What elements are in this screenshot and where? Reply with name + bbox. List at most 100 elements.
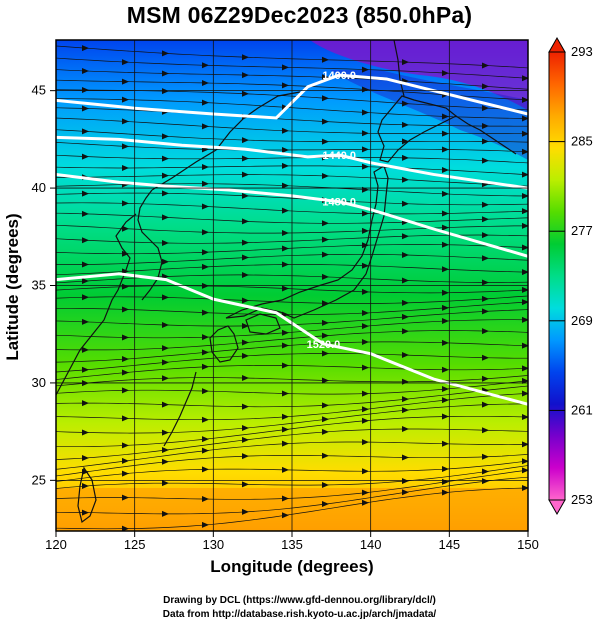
streamline-arrow xyxy=(482,468,489,475)
streamline-arrow xyxy=(242,403,249,410)
contour-label: 1520.0 xyxy=(307,339,341,351)
colorbar-tick-label: 269 xyxy=(571,313,593,328)
streamline-arrow xyxy=(482,295,489,302)
streamline-arrow xyxy=(202,388,209,395)
streamline-arrow xyxy=(122,96,129,103)
coast-kyushu xyxy=(209,325,239,363)
streamline-arrow xyxy=(402,396,409,403)
streamline-arrow xyxy=(402,313,409,320)
streamline-arrow xyxy=(122,78,129,85)
streamline-arrow xyxy=(522,365,528,372)
streamline-arrow xyxy=(522,467,528,474)
streamline-arrow xyxy=(522,244,528,251)
streamline-arrow xyxy=(522,441,528,448)
coast-sakhalin xyxy=(393,40,405,97)
streamline-arrow xyxy=(282,245,289,252)
colorbar-bottom-arrow xyxy=(548,499,566,516)
colorbar-body xyxy=(548,51,566,501)
streamline-arrow xyxy=(322,236,329,243)
streamline-arrow xyxy=(322,350,329,357)
streamline-arrow xyxy=(162,155,169,162)
x-tick-label: 125 xyxy=(124,537,146,552)
streamline-arrow xyxy=(202,99,209,106)
streamline-arrow xyxy=(242,425,249,432)
streamline-arrow xyxy=(402,328,409,335)
streamline-arrow xyxy=(122,457,129,464)
streamline-arrow xyxy=(202,62,209,69)
streamline-arrow xyxy=(242,339,249,346)
streamline-arrow xyxy=(82,87,89,94)
streamline-arrow xyxy=(202,123,209,130)
streamline-arrow xyxy=(282,261,289,268)
streamline-arrow xyxy=(402,352,409,359)
streamline-arrow xyxy=(122,387,129,394)
streamline-arrow xyxy=(122,334,129,341)
streamline-arrow xyxy=(362,288,369,295)
streamline-arrow xyxy=(82,366,89,373)
coast-shikoku xyxy=(245,313,281,335)
streamline-arrow xyxy=(202,180,209,187)
streamline-arrow xyxy=(522,171,528,178)
streamline-arrow xyxy=(122,442,129,449)
streamline-arrow xyxy=(122,525,129,531)
streamline-arrow xyxy=(122,470,129,477)
streamline-arrow xyxy=(442,289,449,296)
streamline-arrow xyxy=(242,297,249,304)
streamline-arrow xyxy=(522,316,528,323)
streamline-arrow xyxy=(282,162,289,169)
streamline-arrow xyxy=(522,414,528,421)
coast-taiwan xyxy=(77,466,97,524)
streamline-arrow xyxy=(282,362,289,369)
streamline-arrow xyxy=(162,401,169,408)
coast-primorye xyxy=(151,91,301,191)
streamline-arrow xyxy=(82,509,89,516)
streamline-arrow xyxy=(522,208,528,215)
streamline-arrow xyxy=(362,468,369,475)
streamline-arrow xyxy=(82,153,89,160)
streamline-arrow xyxy=(82,429,89,436)
streamline-arrow xyxy=(362,499,369,506)
streamline-arrow xyxy=(122,306,129,313)
streamline-arrow xyxy=(242,453,249,460)
streamline-arrow xyxy=(322,377,329,384)
streamline-arrow xyxy=(362,309,369,316)
streamline-arrow xyxy=(482,401,489,408)
streamline-arrow xyxy=(82,482,89,489)
x-tick-label: 120 xyxy=(45,537,67,552)
contour-line xyxy=(56,73,528,120)
streamline-arrow xyxy=(282,285,289,292)
streamline-arrow xyxy=(282,512,289,519)
streamline-arrow xyxy=(322,273,329,280)
streamline-arrow xyxy=(162,214,169,221)
streamline-arrow xyxy=(202,309,209,316)
y-tick-label: 40 xyxy=(32,180,46,195)
streamline-arrow xyxy=(482,255,489,262)
x-tick-label: 150 xyxy=(517,537,539,552)
streamline-arrow xyxy=(482,279,489,286)
streamline-arrow xyxy=(402,59,409,66)
colorbar-tick-label: 253 xyxy=(571,492,593,507)
streamline-arrow xyxy=(322,332,329,339)
streamline-arrow xyxy=(522,130,528,137)
streamline-arrow xyxy=(82,400,89,407)
colorbar-tick-label: 277 xyxy=(571,223,593,238)
x-tick-label: 140 xyxy=(360,537,382,552)
coast-ryukyu xyxy=(163,371,197,447)
streamline-arrow xyxy=(402,200,409,207)
streamline-arrow xyxy=(242,192,249,199)
streamline-arrow xyxy=(442,166,449,173)
streamline-arrow xyxy=(242,218,249,225)
y-tick-label: 30 xyxy=(32,375,46,390)
streamline-arrow xyxy=(82,318,89,325)
y-axis-label: Latitude (degrees) xyxy=(3,213,22,361)
streamline-arrow xyxy=(522,115,528,122)
streamline-arrow xyxy=(362,163,369,170)
streamline-arrow xyxy=(362,390,369,397)
streamline-arrow xyxy=(322,118,329,125)
streamline-arrow xyxy=(122,356,129,363)
streamline-arrow xyxy=(442,210,449,217)
streamline-arrow xyxy=(322,319,329,326)
streamline-arrow xyxy=(522,75,528,82)
streamline-arrow xyxy=(482,308,489,315)
streamline-arrow xyxy=(282,342,289,349)
